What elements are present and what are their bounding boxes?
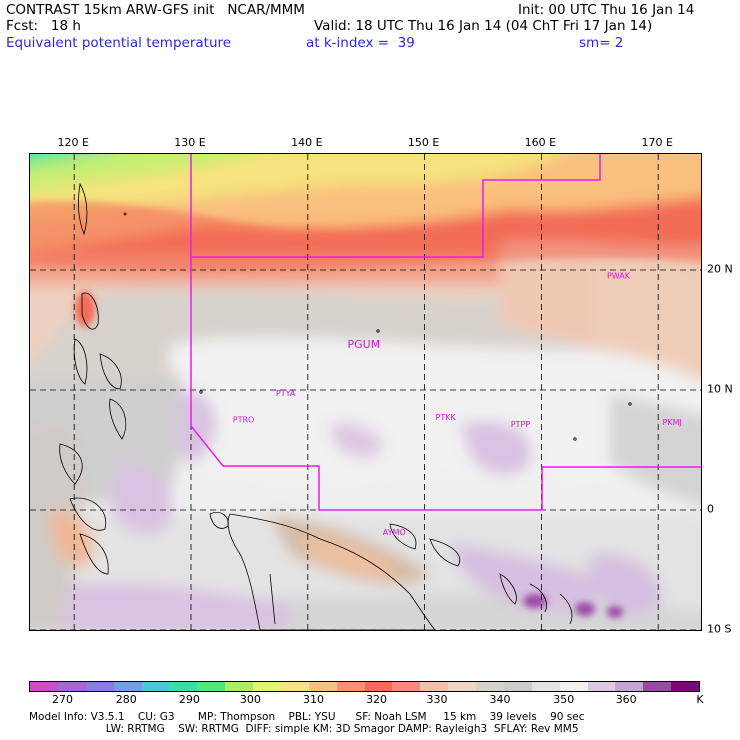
longitude-label: 150 E bbox=[407, 136, 440, 149]
station-label: PTYA bbox=[276, 389, 296, 398]
colorbar-swatch bbox=[392, 682, 421, 691]
colorbar-swatch bbox=[225, 682, 253, 691]
map-panel: PWAK PGUM PTYA PTRO PTKK PTPP PKMJ AYMO bbox=[29, 153, 702, 631]
map-canvas: PWAK PGUM PTYA PTRO PTKK PTPP PKMJ AYMO bbox=[30, 154, 701, 630]
level-index: at k-index = 39 bbox=[306, 35, 415, 51]
colorbar-tick-label: 330 bbox=[426, 693, 448, 706]
colorbar-swatch bbox=[113, 682, 142, 691]
colorbar-swatch bbox=[476, 682, 504, 691]
colorbar-swatch bbox=[197, 682, 226, 691]
longitude-label: 160 E bbox=[524, 136, 557, 149]
colorbar-tick-label: 270 bbox=[52, 693, 74, 706]
region-boundary bbox=[190, 154, 701, 511]
station-label: PKMJ bbox=[663, 418, 682, 427]
colorbar-swatch bbox=[448, 682, 476, 691]
longitude-label: 130 E bbox=[174, 136, 206, 149]
colorbar-swatch bbox=[280, 682, 309, 691]
colorbar-swatch bbox=[531, 682, 560, 691]
colorbar-swatch bbox=[671, 682, 699, 691]
station-label: PGUM bbox=[348, 338, 381, 351]
station-label: PWAK bbox=[607, 271, 631, 280]
init-time: Init: 00 UTC Thu 16 Jan 14 bbox=[518, 2, 695, 18]
colorbar-swatch bbox=[253, 682, 281, 691]
colorbar-tick-label: K bbox=[696, 693, 704, 706]
station-label: PTKK bbox=[436, 413, 457, 422]
colorbar-swatch bbox=[57, 682, 86, 691]
valid-time: Valid: 18 UTC Thu 16 Jan 14 (04 ChT Fri … bbox=[314, 18, 653, 34]
colorbar-tick-label: 280 bbox=[115, 693, 137, 706]
latitude-label: 10 N bbox=[707, 382, 733, 396]
colorbar-swatch bbox=[559, 682, 588, 691]
longitude-label: 120 E bbox=[57, 136, 89, 149]
colorbar-tick-label: 360 bbox=[615, 693, 637, 706]
colorbar-swatch bbox=[141, 682, 170, 691]
longitude-label: 170 E bbox=[641, 136, 673, 149]
station-label: PTPP bbox=[511, 420, 531, 429]
colorbar-swatch bbox=[169, 682, 198, 691]
colorbar-swatch bbox=[643, 682, 672, 691]
colorbar-swatch bbox=[587, 682, 616, 691]
colorbar-swatch bbox=[420, 682, 449, 691]
field-name: Equivalent potential temperature bbox=[6, 35, 232, 51]
station-label: AYMO bbox=[383, 528, 406, 537]
theta-e-field bbox=[30, 154, 701, 630]
colorbar-swatch bbox=[308, 682, 337, 691]
station-markers: PWAK PGUM PTYA PTRO PTKK PTPP PKMJ AYMO bbox=[233, 271, 682, 537]
model-title: CONTRAST 15km ARW-GFS init NCAR/MMM bbox=[6, 2, 305, 18]
model-info-line2: LW: RRTMG SW: RRTMG DIFF: simple KM: 3D … bbox=[29, 723, 579, 735]
station-label: PTRO bbox=[233, 415, 255, 424]
colorbar-swatch bbox=[336, 682, 365, 691]
colorbar-swatch bbox=[30, 682, 58, 691]
colorbar-tick-label: 300 bbox=[239, 693, 261, 706]
longitude-label: 140 E bbox=[291, 136, 323, 149]
smoothing: sm= 2 bbox=[579, 35, 624, 51]
colorbar-tick-label: 320 bbox=[366, 693, 388, 706]
colorbar-swatch bbox=[615, 682, 644, 691]
latitude-label: 20 N bbox=[707, 262, 733, 276]
latitude-label: 10 S bbox=[707, 622, 732, 636]
forecast-hour: Fcst: 18 h bbox=[6, 18, 81, 34]
colorbar-tick-label: 310 bbox=[303, 693, 324, 706]
colorbar-swatch bbox=[364, 682, 393, 691]
colorbar-tick-label: 350 bbox=[553, 693, 575, 706]
colorbar-swatch bbox=[85, 682, 114, 691]
colorbar-swatch bbox=[503, 682, 532, 691]
colorbar bbox=[29, 681, 700, 692]
model-info-line1: Model Info: V3.5.1 CU: G3 MP: Thompson P… bbox=[29, 711, 585, 723]
colorbar-tick-label: 290 bbox=[178, 693, 200, 706]
latitude-label: 0 bbox=[707, 502, 714, 516]
colorbar-tick-label: 340 bbox=[489, 693, 511, 706]
